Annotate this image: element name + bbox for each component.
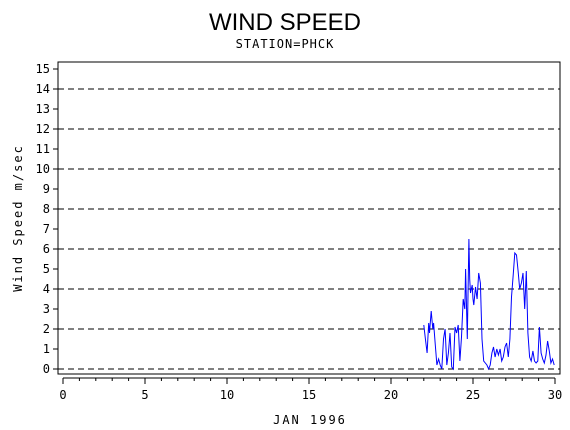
x-tick-label: 0 [59, 388, 66, 402]
chart-subtitle: STATION=PHCK [236, 37, 335, 51]
y-tick-label: 9 [43, 182, 50, 196]
y-tick-label: 10 [36, 162, 50, 176]
x-axis-label: JAN 1996 [273, 413, 347, 427]
x-tick-label: 20 [384, 388, 398, 402]
y-tick-label: 15 [36, 62, 50, 76]
wind-speed-series-line [423, 238, 555, 371]
y-tick-label: 2 [43, 322, 50, 336]
x-tick-label: 25 [466, 388, 480, 402]
x-tick-label: 5 [141, 388, 148, 402]
y-tick-label: 14 [36, 82, 50, 96]
y-tick-label: 3 [43, 302, 50, 316]
y-tick-label: 5 [43, 262, 50, 276]
y-tick-label: 8 [43, 202, 50, 216]
y-axis-label: Wind Speed m/sec [11, 144, 25, 292]
y-tick-label: 6 [43, 242, 50, 256]
x-axis: 0 5 10 15 20 25 30 [59, 377, 562, 402]
plot-series [423, 238, 555, 371]
chart-title: WIND SPEED [209, 9, 361, 36]
y-tick-label: 12 [36, 122, 50, 136]
plot-frame [57, 61, 561, 375]
x-tick-label: 10 [220, 388, 234, 402]
y-tick-label: 0 [43, 362, 50, 376]
y-tick-label: 4 [43, 282, 50, 296]
gridlines [58, 88, 560, 370]
x-tick-label: 15 [302, 388, 316, 402]
x-tick-label: 30 [548, 388, 562, 402]
y-tick-label: 11 [36, 142, 50, 156]
y-tick-label: 7 [43, 222, 50, 236]
y-tick-label: 1 [43, 342, 50, 356]
y-tick-label: 13 [36, 102, 50, 116]
